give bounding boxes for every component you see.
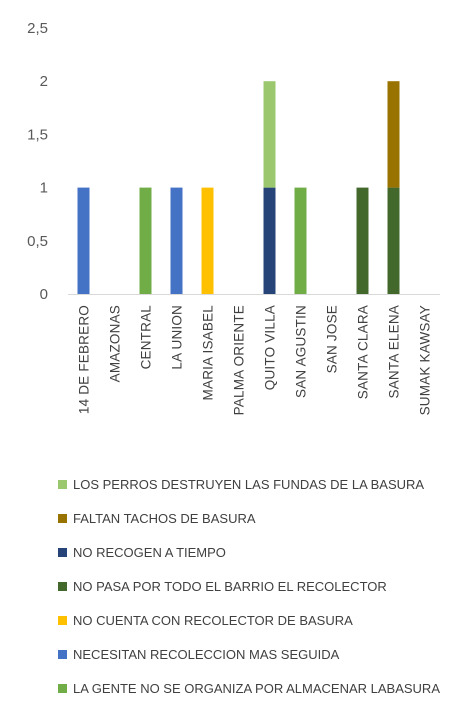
stacked-bar-chart: 0 0,5 1 1,5 2 2,5 14 DE FEBRERO AMAZONAS CENTRA… [27,20,440,416]
legend-label: LA GENTE NO SE ORGANIZA POR ALMACENAR LA… [73,680,440,696]
legend-item: LOS PERROS DESTRUYEN LAS FUNDAS DE LA BA… [58,474,424,494]
legend-label: NECESITAN RECOLECCION MAS SEGUIDA [73,646,340,662]
legend-item: NO CUENTA CON RECOLECTOR DE BASURA [58,610,353,630]
y-axis-ticks: 0 0,5 1 1,5 2 2,5 [27,20,48,303]
legend-label: NO CUENTA CON RECOLECTOR DE BASURA [73,612,353,628]
y-tick-label: 1 [40,180,48,197]
x-tick-label: PALMA ORIENTE [232,305,247,415]
y-tick-label: 0 [40,286,48,303]
legend-item: LA GENTE NO SE ORGANIZA POR ALMACENAR LA… [58,678,440,698]
x-tick-label: SANTA CLARA [356,305,371,399]
x-tick-label: SAN JOSE [325,305,340,373]
bar-segment [294,187,307,294]
x-axis-labels: 14 DE FEBRERO AMAZONAS CENTRAL LA UNION MARI… [77,305,433,416]
bars [77,81,400,294]
bar-segment [387,81,400,188]
x-tick-label: SANTA ELENA [387,305,402,398]
x-tick-label: SUMAK KAWSAY [418,305,433,415]
y-tick-label: 0,5 [27,233,48,250]
y-tick-label: 2,5 [27,20,48,37]
legend-label: NO PASA POR TODO EL BARRIO EL RECOLECTOR [73,578,387,594]
legend-swatch [58,547,67,557]
legend-item: NECESITAN RECOLECCION MAS SEGUIDA [58,644,339,664]
y-tick-label: 2 [40,73,48,90]
legend-label: FALTAN TACHOS DE BASURA [73,510,256,526]
x-tick-label: LA UNION [170,305,185,370]
x-tick-label: CENTRAL [139,305,154,370]
legend-label: NO RECOGEN A TIEMPO [73,544,226,560]
x-tick-label: 14 DE FEBRERO [77,305,92,414]
x-tick-label: AMAZONAS [108,305,123,382]
legend-swatch [58,581,67,591]
bar-segment [170,187,183,294]
y-tick-label: 1,5 [27,126,48,143]
bar-segment [356,187,369,294]
x-tick-label: MARIA ISABEL [201,305,216,401]
legend-item: NO RECOGEN A TIEMPO [58,542,226,562]
legend-swatch [58,683,67,693]
bar-segment [139,187,152,294]
x-tick-label: SAN AGUSTIN [294,305,309,398]
legend-item: FALTAN TACHOS DE BASURA [58,508,256,528]
legend-swatch [58,649,67,659]
bar-segment [201,187,214,294]
bar-segment [263,187,276,294]
bar-segment [263,81,276,188]
legend-swatch [58,513,67,523]
legend-swatch [58,479,67,489]
bar-segment [77,187,90,294]
bar-segment [387,187,400,294]
legend-swatch [58,615,67,625]
legend-label: LOS PERROS DESTRUYEN LAS FUNDAS DE LA BA… [73,476,425,492]
legend-item: NO PASA POR TODO EL BARRIO EL RECOLECTOR [58,576,387,596]
x-tick-label: QUITO VILLA [263,305,278,390]
